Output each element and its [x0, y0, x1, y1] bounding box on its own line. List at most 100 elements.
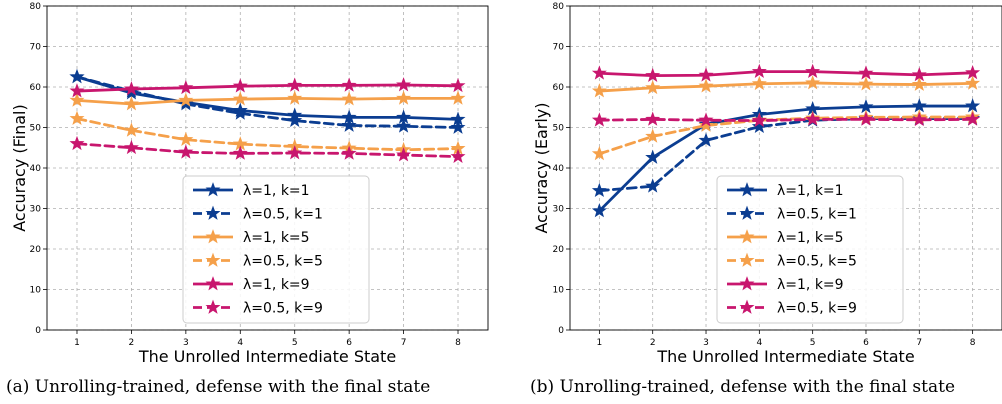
data-point-star: [911, 98, 927, 113]
figure-caption: (b) Unrolling-trained, defense with the …: [530, 377, 955, 397]
legend-swatch-star: [205, 299, 221, 314]
legend-swatch-star: [739, 299, 755, 314]
data-point-star: [450, 148, 466, 164]
data-point-star: [751, 112, 767, 127]
data-point-star: [591, 112, 607, 127]
data-point-star: [645, 67, 661, 83]
chart-panel-a: 0 10 20 30 40 50 60 70 80 1 2 3 4 5 6 7 8 The Unrolled In…: [6, 2, 489, 397]
y-axis-label: Accuracy (Final): [10, 104, 29, 232]
y-tick-label: 40: [30, 164, 42, 174]
data-point-star: [965, 64, 981, 80]
legend-swatch-star: [205, 252, 221, 267]
legend-swatch-star: [205, 182, 221, 197]
series-6: [69, 135, 466, 164]
data-point-star: [69, 110, 85, 125]
data-point-star: [396, 77, 412, 92]
data-point-star: [396, 147, 412, 162]
data-point-star: [645, 149, 661, 164]
legend-label: λ=0.5, k=9: [777, 301, 857, 317]
x-tick-label: 3: [183, 338, 189, 348]
data-point-star: [287, 112, 303, 127]
legend-swatch-star: [739, 276, 755, 291]
legend-label: λ=0.5, k=9: [243, 301, 323, 317]
data-point-star: [123, 96, 139, 111]
legend-label: λ=0.5, k=5: [777, 254, 857, 270]
series-line: [75, 117, 460, 152]
data-point-star: [591, 83, 607, 98]
data-point-star: [341, 117, 357, 132]
data-point-star: [341, 77, 357, 92]
series-3: [591, 75, 981, 98]
data-point-star: [911, 76, 927, 91]
data-point-star: [911, 111, 927, 127]
y-tick-label: 80: [30, 2, 42, 12]
legend-swatch-star: [205, 229, 221, 244]
legend-swatch-star: [739, 205, 755, 220]
x-tick-label: 2: [129, 338, 135, 348]
x-tick-label: 3: [703, 338, 709, 348]
y-tick-label: 0: [558, 326, 564, 336]
data-point-star: [178, 92, 194, 107]
legend-swatch-star: [205, 205, 221, 220]
y-tick-label: 40: [553, 164, 565, 174]
legend-label: λ=1, k=1: [243, 183, 310, 199]
data-point-star: [645, 111, 661, 126]
y-tick-label: 50: [553, 124, 565, 134]
series-line: [75, 83, 460, 93]
y-tick-label: 80: [553, 2, 565, 12]
data-point-star: [232, 91, 248, 106]
data-point-star: [858, 76, 874, 91]
series-line: [75, 96, 460, 106]
data-point-star: [858, 65, 874, 80]
data-point-star: [396, 118, 412, 133]
data-point-star: [178, 131, 194, 147]
series-line: [75, 75, 460, 129]
series-5: [69, 77, 466, 98]
series-line: [597, 81, 975, 93]
data-point-star: [698, 67, 714, 82]
y-tick-label: 10: [30, 286, 42, 296]
x-tick-label: 5: [810, 338, 816, 348]
data-point-star: [751, 75, 767, 91]
x-tick-label: 4: [237, 338, 243, 348]
data-point-star: [858, 111, 874, 126]
y-tick-label: 30: [553, 205, 565, 215]
series-line: [597, 70, 975, 78]
y-tick-label: 20: [30, 245, 42, 255]
x-tick-label: 1: [597, 338, 603, 348]
legend-label: λ=1, k=1: [777, 183, 844, 199]
legend-swatch-star: [739, 252, 755, 267]
data-point-star: [69, 83, 85, 98]
y-tick-label: 70: [553, 43, 565, 53]
data-point-star: [178, 79, 194, 95]
x-tick-label: 7: [916, 338, 922, 348]
figure-caption: (a) Unrolling-trained, defense with the …: [6, 377, 430, 397]
data-point-star: [698, 112, 714, 127]
legend-label: λ=1, k=9: [777, 277, 844, 293]
data-point-star: [591, 203, 607, 218]
data-point-star: [341, 145, 357, 160]
chart-panel-b: 0 10 20 30 40 50 60 70 80 1 2 3 4 5 6 7 8 The Unrolled In…: [530, 2, 1002, 397]
data-point-star: [645, 79, 661, 95]
data-point-star: [341, 91, 357, 106]
data-point-star: [751, 118, 767, 134]
data-point-star: [911, 66, 927, 82]
x-axis-label: The Unrolled Intermediate State: [656, 347, 914, 366]
data-point-star: [232, 145, 248, 160]
data-point-star: [450, 77, 466, 93]
data-point-star: [69, 135, 85, 151]
data-point-star: [751, 63, 767, 78]
x-tick-label: 6: [346, 338, 352, 348]
legend-swatch-star: [205, 276, 221, 291]
x-tick-label: 7: [401, 338, 407, 348]
series-line: [75, 142, 460, 159]
series-line: [597, 104, 975, 213]
data-point-star: [123, 139, 139, 155]
data-point-star: [591, 182, 607, 198]
y-tick-label: 30: [30, 205, 42, 215]
data-point-star: [396, 90, 412, 105]
legend-label: λ=0.5, k=1: [243, 207, 323, 223]
data-point-star: [805, 111, 821, 126]
data-point-star: [645, 128, 661, 143]
